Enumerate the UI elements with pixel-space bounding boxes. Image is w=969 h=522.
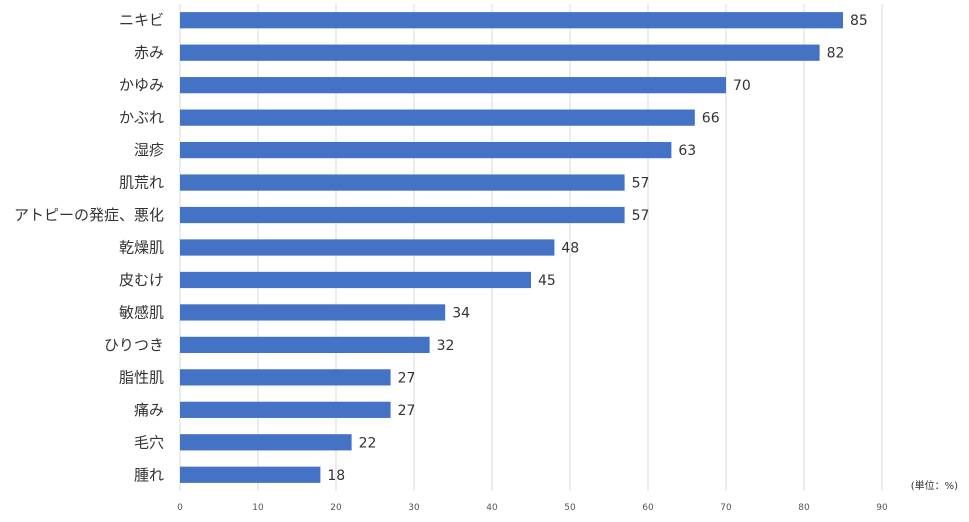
value-label: 27	[398, 370, 416, 386]
x-tick-label: 10	[252, 503, 264, 513]
value-label: 82	[827, 46, 845, 62]
category-label: 敏感肌	[119, 303, 164, 321]
bars	[180, 12, 843, 483]
x-tick-label: 20	[330, 503, 342, 513]
x-tick-label: 60	[642, 503, 654, 513]
value-label: 85	[850, 13, 868, 29]
value-label: 22	[359, 435, 377, 451]
bar	[180, 304, 446, 321]
category-label: 肌荒れ	[119, 174, 164, 192]
bar	[180, 12, 843, 29]
x-tick-label: 30	[408, 503, 420, 513]
bar	[180, 271, 531, 289]
x-tick-label: 0	[177, 503, 183, 513]
x-axis-ticks: 0 10 20 30 40 50 60 70 80 90	[177, 503, 888, 513]
bar	[180, 336, 430, 354]
category-label: 皮むけ	[119, 271, 164, 289]
category-label: かぶれ	[119, 109, 164, 127]
bar	[180, 401, 391, 418]
category-labels: ニキビ赤みかゆみかぶれ湿疹肌荒れアトピーの発症、悪化乾燥肌皮むけ敏感肌ひりつき脂…	[14, 11, 164, 484]
value-label: 34	[452, 305, 470, 321]
category-label: 脂性肌	[119, 368, 164, 386]
value-label: 48	[561, 241, 579, 257]
category-label: 毛穴	[134, 433, 164, 451]
value-label: 66	[702, 111, 720, 127]
bar	[180, 466, 321, 483]
category-label: かゆみ	[119, 76, 164, 94]
x-tick-label: 50	[564, 503, 576, 513]
category-label: ひりつき	[104, 336, 164, 354]
unit-label: (単位：%)	[911, 479, 958, 492]
bar	[180, 239, 555, 256]
x-tick-label: 70	[720, 503, 732, 513]
value-label: 57	[632, 208, 650, 224]
value-label: 70	[733, 78, 751, 94]
x-tick-label: 40	[486, 503, 498, 513]
x-tick-label: 90	[876, 503, 888, 513]
category-label: 腫れ	[134, 466, 164, 484]
bar	[180, 109, 695, 126]
category-label: 痛み	[134, 401, 164, 419]
category-label: ニキビ	[119, 11, 164, 29]
bar	[180, 174, 625, 191]
category-label: 赤み	[134, 44, 164, 62]
x-tick-label: 80	[798, 503, 810, 513]
category-label: 湿疹	[134, 141, 164, 159]
value-label: 32	[437, 338, 455, 354]
category-label: 乾燥肌	[119, 239, 164, 257]
bar	[180, 141, 672, 159]
value-label: 45	[538, 273, 556, 289]
value-label: 18	[327, 468, 345, 484]
value-labels: 85 82 70 66 63 57 57 48 45 34 32 27 27 22 18	[327, 13, 867, 484]
value-label: 63	[678, 143, 696, 159]
category-label: アトピーの発症、悪化	[14, 206, 164, 224]
bar	[180, 434, 352, 451]
value-label: 57	[632, 176, 650, 192]
bar	[180, 77, 726, 94]
value-label: 27	[398, 403, 416, 419]
bar	[180, 369, 391, 386]
bar	[180, 44, 820, 61]
bar	[180, 206, 625, 224]
